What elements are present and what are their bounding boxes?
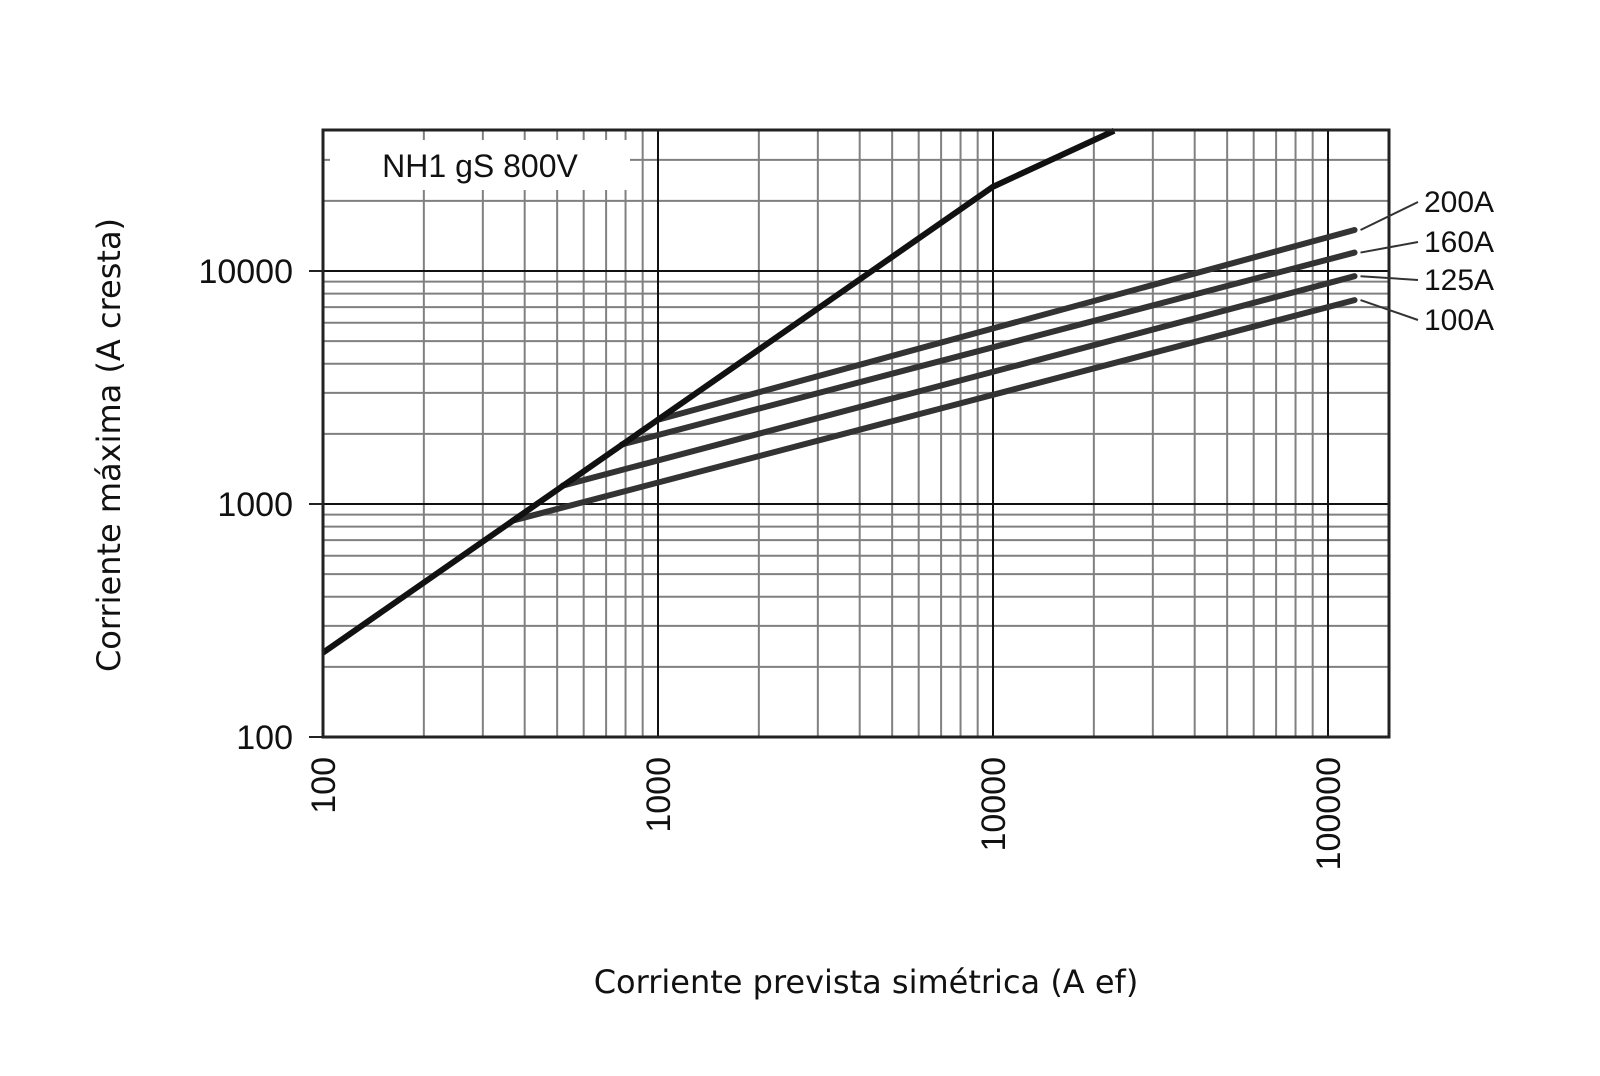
series-labels: 200A 160A 125A 100A [1360,186,1494,337]
series-label-200A: 200A [1424,186,1494,219]
series-leader-125A [1360,275,1419,281]
series-layer [510,226,1358,524]
y-tick-label: 1000 [217,486,293,524]
series-line-100A [510,297,1358,524]
series-leader-100A [1360,299,1419,321]
chart-title: NH1 gS 800V [382,148,578,184]
x-tick-label: 100000 [1310,757,1348,870]
x-tick-label: 1000 [640,757,678,833]
envelope-layer [321,127,1116,656]
grid-minor [323,130,1389,737]
x-tick-label: 100 [305,757,343,814]
series-label-125A: 125A [1424,264,1494,297]
title-box [330,140,630,190]
envelope-line [321,127,1116,656]
series-leader-160A [1360,241,1419,254]
x-axis-title: Corriente prevista simétrica (A ef) [594,963,1139,1001]
x-tick-label: 10000 [975,757,1013,852]
series-leader-200A [1360,201,1419,231]
series-label-160A: 160A [1424,226,1494,259]
series-line-160A [618,249,1358,448]
x-tick-labels: 100 1000 10000 100000 [305,757,1348,870]
y-axis-title: Corriente máxima (A cresta) [90,218,128,672]
y-tick-label: 10000 [198,253,293,291]
plot-frame [321,128,1391,739]
series-line-200A [655,226,1358,423]
y-tick-labels: 100 1000 10000 [198,253,323,757]
series-label-100A: 100A [1424,304,1494,337]
series-line-125A [559,273,1358,489]
y-tick-label: 100 [236,719,293,757]
